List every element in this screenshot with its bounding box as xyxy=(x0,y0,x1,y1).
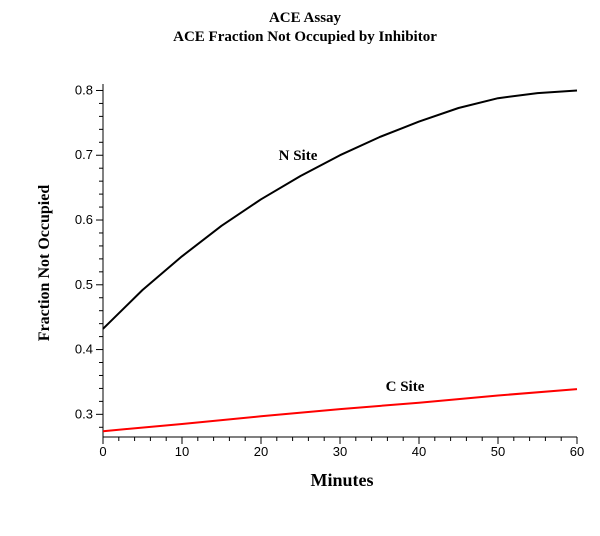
x-tick-label: 20 xyxy=(254,444,268,459)
x-tick-label: 30 xyxy=(333,444,347,459)
x-tick-label: 0 xyxy=(99,444,106,459)
series-line-n-site xyxy=(102,89,578,330)
series-label-c-site: C Site xyxy=(386,379,425,395)
series-label-n-site: N Site xyxy=(279,148,318,164)
x-tick-label: 40 xyxy=(412,444,426,459)
y-axis-title: Fraction Not Occupied xyxy=(36,185,53,342)
chart-subtitle: ACE Fraction Not Occupied by Inhibitor xyxy=(173,29,437,45)
series-line-c-site xyxy=(102,388,578,433)
y-tick-label: 0.5 xyxy=(75,277,93,292)
series-layer xyxy=(102,89,578,433)
x-tick-label: 10 xyxy=(175,444,189,459)
x-tick-label: 60 xyxy=(570,444,584,459)
x-tick-label: 50 xyxy=(491,444,505,459)
axes: 0 10 20 30 40 50 60 0.3 0.4 0.5 0.6 0.7 0.8 xyxy=(75,82,584,459)
y-tick-label: 0.7 xyxy=(75,147,93,162)
x-axis-title: Minutes xyxy=(311,470,374,490)
y-tick-label: 0.6 xyxy=(75,212,93,227)
chart-title: ACE Assay xyxy=(269,10,342,26)
y-tick-label: 0.8 xyxy=(75,82,93,97)
y-tick-label: 0.3 xyxy=(75,406,93,421)
y-tick-label: 0.4 xyxy=(75,342,93,357)
